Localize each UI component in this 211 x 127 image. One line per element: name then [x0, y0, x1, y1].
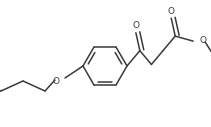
Text: O: O: [53, 77, 60, 86]
Text: O: O: [199, 36, 206, 45]
Text: O: O: [168, 7, 175, 16]
Text: O: O: [132, 21, 139, 30]
